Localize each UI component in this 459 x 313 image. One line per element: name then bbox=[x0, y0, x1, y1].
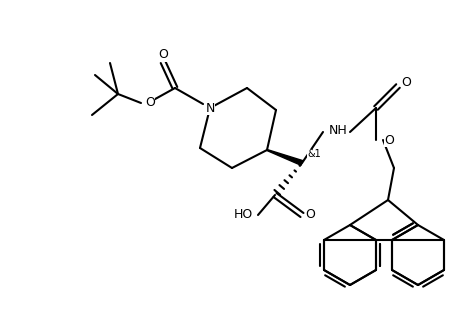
Text: O: O bbox=[384, 134, 394, 146]
Text: O: O bbox=[145, 96, 155, 110]
Text: NH: NH bbox=[329, 124, 347, 136]
Polygon shape bbox=[267, 150, 303, 165]
Text: HO: HO bbox=[234, 208, 253, 222]
Text: O: O bbox=[401, 75, 411, 89]
Text: O: O bbox=[305, 208, 315, 222]
Text: O: O bbox=[158, 49, 168, 61]
Text: N: N bbox=[205, 101, 215, 115]
Text: &1: &1 bbox=[307, 149, 321, 159]
